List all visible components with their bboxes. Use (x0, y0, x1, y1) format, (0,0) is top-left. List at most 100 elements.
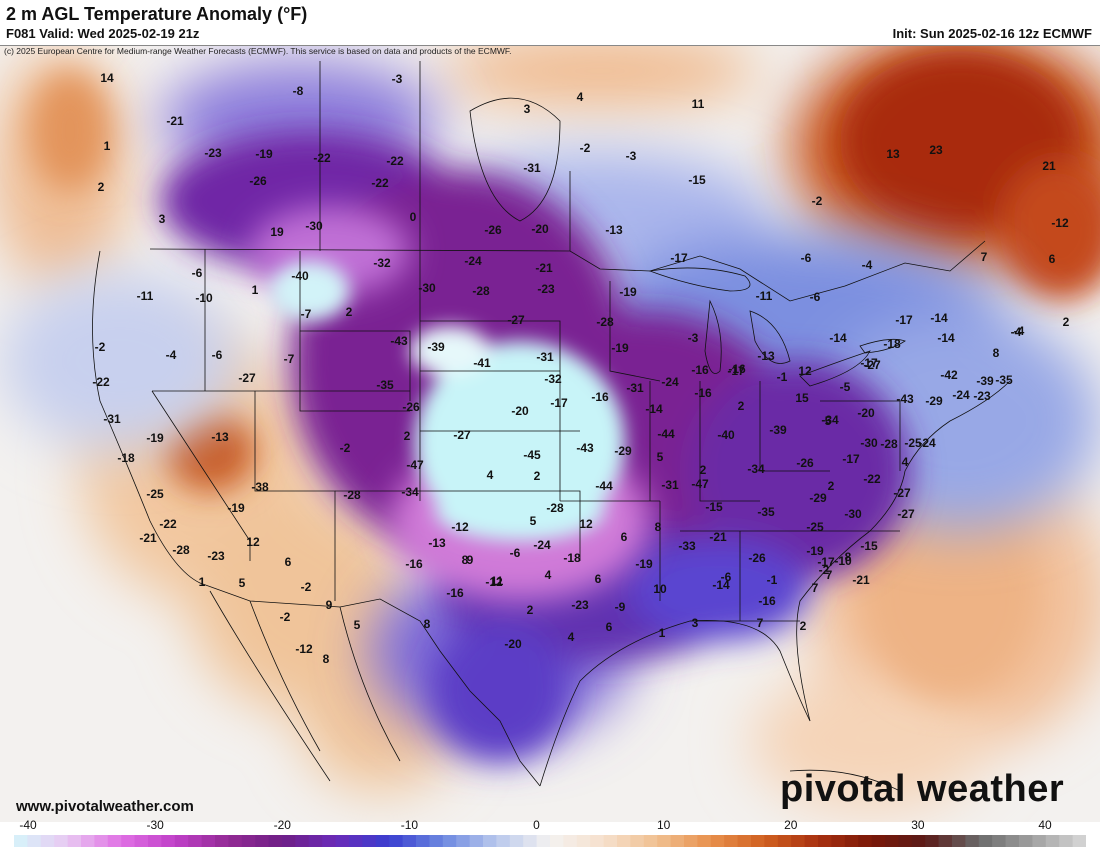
colorbar-swatch (40, 835, 55, 847)
colorbar-swatch (349, 835, 363, 847)
anomaly-value-label: 6 (285, 555, 292, 569)
anomaly-value-label: -14 (645, 402, 663, 416)
colorbar-swatch (322, 835, 337, 847)
colorbar-swatch (188, 835, 203, 847)
anomaly-value-label: 1 (104, 139, 111, 153)
anomaly-value-label: -4 (1014, 324, 1025, 338)
anomaly-value-label: 4 (568, 630, 575, 644)
anomaly-value-label: -22 (92, 375, 110, 389)
brand-logo-text: pivotal weather (780, 768, 1065, 810)
anomaly-value-label: -16 (691, 363, 709, 377)
anomaly-value-label: -15 (688, 173, 706, 187)
anomaly-value-label: -29 (925, 394, 943, 408)
anomaly-value-label: -27 (897, 507, 915, 521)
anomaly-value-label: -6 (212, 348, 223, 362)
anomaly-value-label: -43 (390, 334, 408, 348)
colorbar-swatch (965, 835, 980, 847)
anomaly-value-label: -27 (507, 313, 525, 327)
anomaly-value-label: -24 (661, 375, 679, 389)
anomaly-value-label: 4 (545, 568, 552, 582)
anomaly-value-label: 2 (98, 180, 105, 194)
anomaly-value-label: -19 (227, 501, 245, 515)
anomaly-value-label: -1 (777, 370, 788, 384)
anomaly-value-label: -2 (812, 194, 823, 208)
anomaly-value-label: -16 (405, 557, 423, 571)
anomaly-value-label: 6 (606, 620, 613, 634)
anomaly-value-label: 6 (595, 572, 602, 586)
anomaly-value-label: -30 (305, 219, 323, 233)
anomaly-value-label: 0 (410, 210, 417, 224)
colorbar-swatch (925, 835, 940, 847)
anomaly-value-label: 14 (100, 71, 114, 85)
colorbar-swatch (362, 835, 377, 847)
colorbar-swatch (14, 835, 28, 847)
colorbar-swatch (1059, 835, 1074, 847)
colorbar-swatch (107, 835, 122, 847)
anomaly-value-label: -23 (973, 389, 991, 403)
anomaly-value-label: -31 (103, 412, 121, 426)
anomaly-value-label: -18 (563, 551, 581, 565)
anomaly-value-label: -16 (694, 386, 712, 400)
anomaly-value-label: -47 (406, 458, 424, 472)
colorbar-swatch (871, 835, 886, 847)
anomaly-value-label: 5 (657, 450, 664, 464)
anomaly-field (0, 46, 1100, 811)
anomaly-value-label: -15 (705, 500, 723, 514)
anomaly-value-label: -14 (712, 578, 730, 592)
colorbar-swatch (121, 835, 136, 847)
colorbar-swatch (670, 835, 685, 847)
anomaly-value-label: -13 (428, 536, 446, 550)
anomaly-value-label: 13 (886, 147, 900, 161)
anomaly-value-label: -27 (453, 428, 471, 442)
anomaly-value-label: -22 (386, 154, 404, 168)
colorbar-swatch (1045, 835, 1060, 847)
anomaly-value-label: 7 (812, 581, 819, 595)
anomaly-value-label: -2 (280, 610, 291, 624)
anomaly-value-label: -41 (473, 356, 491, 370)
anomaly-value-label: -12 (1051, 216, 1069, 230)
anomaly-value-label: 2 (1063, 315, 1070, 329)
anomaly-value-label: -31 (661, 478, 679, 492)
anomaly-value-label: -12 (485, 575, 503, 589)
colorbar-swatch (402, 835, 417, 847)
anomaly-value-label: -24 (952, 388, 970, 402)
anomaly-value-label: -12 (451, 520, 469, 534)
colorbar-swatch (818, 835, 832, 847)
anomaly-value-label: 8 (845, 550, 852, 564)
colorbar-swatch (389, 835, 404, 847)
anomaly-value-label: -22 (371, 176, 389, 190)
anomaly-value-label: -14 (829, 331, 847, 345)
anomaly-value-label: -40 (291, 269, 309, 283)
anomaly-value-label: -39 (769, 423, 787, 437)
anomaly-value-label: -3 (626, 149, 637, 163)
anomaly-value-label: -31 (523, 161, 541, 175)
colorbar-swatch (1019, 835, 1033, 847)
colorbar-swatch (54, 835, 69, 847)
anomaly-value-label: 11 (491, 574, 504, 588)
colorbar-swatch (215, 835, 229, 847)
anomaly-value-label: -34 (747, 462, 765, 476)
anomaly-value-label: -18 (883, 337, 901, 351)
anomaly-value-label: -16 (758, 594, 776, 608)
anomaly-value-label: 2 (800, 619, 807, 633)
website-label[interactable]: www.pivotalweather.com (16, 798, 194, 815)
map-panel[interactable]: 14 -21 -3 -8 3 4 11 1 -23 -19 -22 -22 -2 -3 13 23 21 2 -26… (0, 45, 1100, 822)
colorbar-swatch (938, 835, 953, 847)
anomaly-value-label: -32 (373, 256, 391, 270)
anomaly-value-label: -6 (810, 290, 821, 304)
anomaly-value-label: 1 (199, 575, 206, 589)
anomaly-value-label: -25 (146, 487, 164, 501)
anomaly-value-label: -19 (255, 147, 273, 161)
anomaly-value-label: 6 (621, 530, 628, 544)
anomaly-value-label: -4 (862, 258, 873, 272)
colorbar-swatch (148, 835, 162, 847)
anomaly-value-label: -47 (691, 477, 709, 491)
anomaly-value-label: 12 (798, 364, 812, 378)
colorbar-ticks: -40 -30 -20 -10 0 10 20 30 40 (0, 818, 1100, 834)
anomaly-value-label: -13 (211, 430, 229, 444)
anomaly-value-label: -6 (192, 266, 203, 280)
anomaly-value-label: -26 (748, 551, 766, 565)
anomaly-value-label: -34 (401, 485, 419, 499)
